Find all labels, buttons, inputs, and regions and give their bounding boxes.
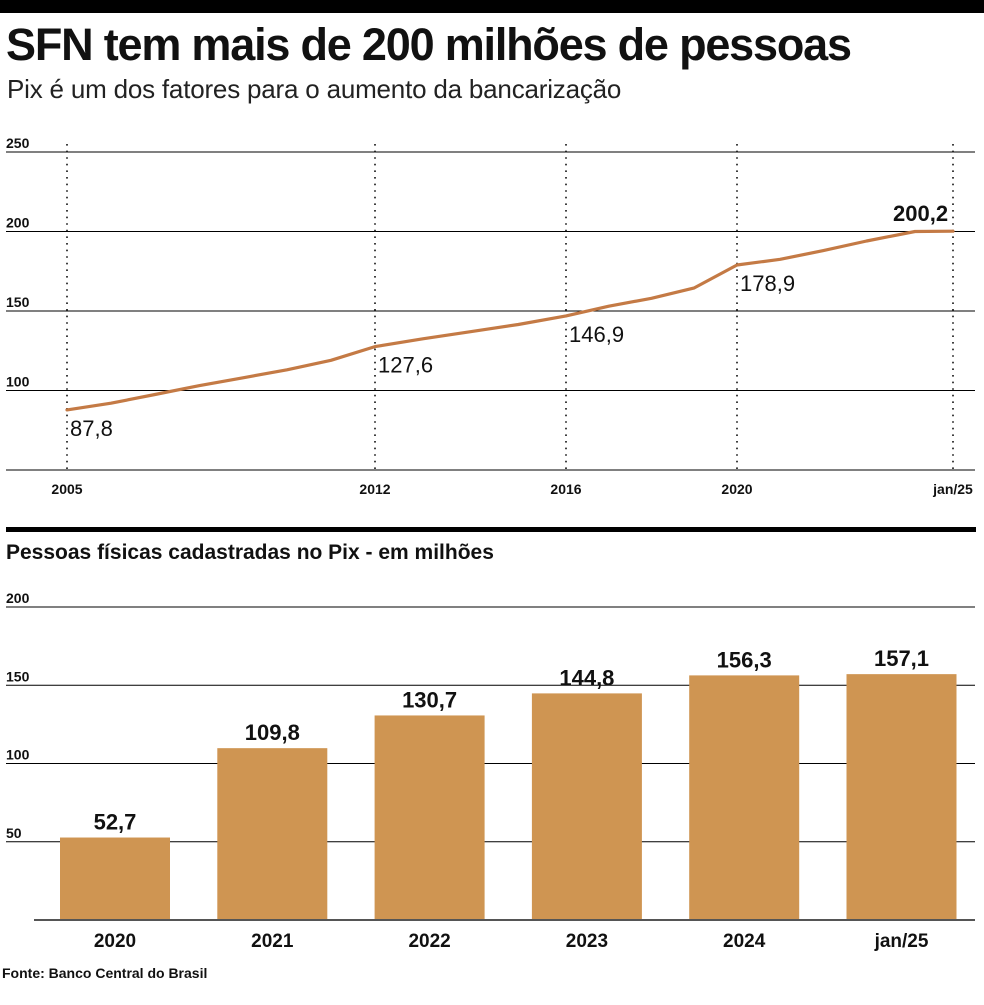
y-tick-label: 50 <box>6 825 22 841</box>
x-tick-label: 2005 <box>51 481 82 497</box>
section-divider <box>6 527 976 532</box>
x-tick-label: 2020 <box>721 481 752 497</box>
bar <box>846 674 957 920</box>
data-label: 87,8 <box>70 416 113 441</box>
x-tick-label: jan/25 <box>874 931 929 952</box>
data-label: 127,6 <box>378 353 433 378</box>
y-tick-label: 150 <box>6 668 30 684</box>
chart-title: SFN tem mais de 200 milhões de pessoas <box>6 19 852 70</box>
bar <box>217 748 328 920</box>
top-rule <box>0 0 984 13</box>
bar <box>374 715 485 920</box>
bar <box>689 675 800 920</box>
x-tick-label: 2016 <box>550 481 581 497</box>
y-tick-label: 200 <box>6 215 30 231</box>
x-tick-label: 2012 <box>359 481 390 497</box>
data-label: 200,2 <box>893 201 948 226</box>
bar-chart: 50 100 150 200 52,7 2020 109,8 2021 130,7 2022 144… <box>6 590 975 952</box>
bar-chart-title: Pessoas físicas cadastradas no Pix - em … <box>6 541 494 564</box>
series-line <box>65 229 955 412</box>
x-tick-label: 2023 <box>566 931 608 952</box>
data-label: 178,9 <box>740 271 795 296</box>
bar-value-label: 156,3 <box>717 647 772 672</box>
bar-value-label: 109,8 <box>245 720 300 745</box>
x-tick-label: 2021 <box>251 931 294 952</box>
x-tick-label: 2024 <box>723 931 766 952</box>
bar <box>531 693 642 920</box>
y-tick-label: 250 <box>6 135 30 151</box>
line-chart: 100 150 200 250 2005 2012 2016 2020 jan/25 87,8 12… <box>6 135 975 497</box>
y-tick-label: 100 <box>6 374 30 390</box>
bar-value-label: 157,1 <box>874 646 929 671</box>
bar-value-label: 130,7 <box>402 687 457 712</box>
x-tick-label: 2020 <box>94 931 136 952</box>
bar <box>60 837 170 920</box>
data-label: 146,9 <box>569 322 624 347</box>
chart-subtitle: Pix é um dos fatores para o aumento da b… <box>7 74 622 104</box>
y-tick-label: 200 <box>6 590 30 606</box>
x-tick-label: jan/25 <box>932 481 973 497</box>
bar-value-label: 52,7 <box>94 810 137 835</box>
y-tick-label: 100 <box>6 747 30 763</box>
y-tick-label: 150 <box>6 294 30 310</box>
x-tick-label: 2022 <box>408 931 450 952</box>
bar-value-label: 144,8 <box>559 665 614 690</box>
source-note: Fonte: Banco Central do Brasil <box>2 965 208 981</box>
